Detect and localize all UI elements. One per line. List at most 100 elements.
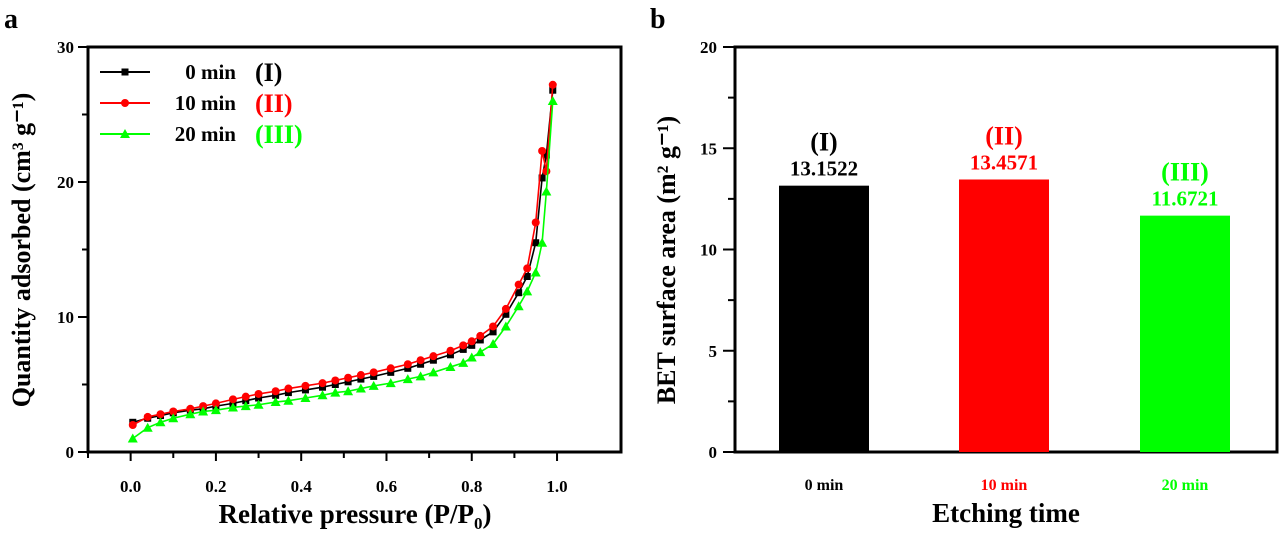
data-point [210,405,221,415]
data-point [459,345,467,353]
data-point [475,347,486,357]
data-point [284,389,292,397]
y-tick-label: 10 [700,241,717,260]
bet-bar-chart: BET surface area (m² g⁻¹) Etching time 0… [652,38,1279,528]
legend-marker [120,129,130,138]
data-point [542,151,550,159]
data-point [240,401,251,411]
y-tick-label: 10 [57,308,74,327]
data-point [532,239,540,247]
legend-tag: (II) [255,89,293,118]
y-tick-label: 0 [709,443,718,462]
data-point [255,394,263,402]
data-point [211,399,220,408]
data-point [523,273,531,280]
legend-tag: (III) [255,120,303,149]
data-point [241,392,250,401]
y-tick-label: 0 [66,443,75,462]
x-tick-label: 0.8 [461,477,482,496]
series-line [132,100,554,440]
data-point [489,328,497,336]
data-point [467,337,476,346]
x-tick-label: 0.4 [291,477,313,496]
x-tick-label: 0.2 [205,477,226,496]
bar-value-label: 11.6721 [1151,187,1218,211]
legend-tag: (I) [255,58,282,87]
data-point [538,174,546,182]
data-point [356,371,365,380]
isotherm-chart: Quantity adsorbed (cm³ g⁻¹) Relative pre… [7,38,623,533]
legend-label: 10 min [175,91,237,115]
data-point [522,286,533,296]
data-point [446,351,454,359]
bar-tag: (III) [1161,158,1209,187]
data-point [386,364,395,373]
data-point [368,380,379,390]
data-point [502,310,510,318]
series-10min [128,80,557,429]
data-point [466,352,477,362]
bar-10min [959,179,1049,453]
data-point [317,390,328,400]
data-point [344,373,353,382]
x-category-label: 10 min [981,477,1028,494]
data-point [369,368,378,377]
data-point [537,237,548,247]
y-axis-title: BET surface area (m² g⁻¹) [652,116,681,404]
data-point [283,395,294,405]
data-point [331,381,339,388]
data-point [523,264,532,273]
data-point [198,406,209,416]
data-point [541,186,552,196]
data-point [514,280,523,289]
data-point [127,433,138,443]
data-point [343,386,354,396]
data-point [271,387,280,396]
y-tick-label: 20 [57,173,74,192]
legend-label: 20 min [175,122,237,146]
data-point [330,387,341,397]
x-axis-title: Relative pressure (P/P0) [219,499,492,533]
data-point [242,397,250,405]
data-point [331,376,340,385]
bar-20min [1140,215,1230,452]
data-point [344,378,352,386]
data-point [547,96,558,105]
data-point [284,384,293,393]
data-point [513,301,524,311]
data-point [186,404,195,413]
data-point [428,367,439,377]
data-point [318,379,327,388]
data-point [199,402,208,411]
x-axis-title: Etching time [932,498,1080,528]
y-axis-title: Quantity adsorbed (cm³ g⁻¹) [7,93,36,408]
data-point [476,336,484,344]
data-point [500,321,511,331]
data-point [445,361,456,371]
data-point [272,391,280,399]
data-point [488,339,499,348]
data-point [319,383,327,391]
data-point [417,360,425,368]
data-point [501,304,510,313]
data-point [468,341,476,349]
x-tick-label: 0.6 [376,477,397,496]
legend-marker [121,99,129,107]
data-point [446,346,455,355]
bar-tag: (II) [985,121,1023,150]
series-20min [127,96,558,443]
x-tick-label: 0.0 [120,477,141,496]
data-point [429,352,438,361]
panel-label-b: b [650,4,666,35]
data-point [416,356,425,365]
data-point [415,371,426,381]
data-point [156,410,165,419]
data-point [142,422,153,432]
bar-value-label: 13.4571 [970,150,1038,174]
data-point [548,80,557,89]
data-point [227,402,238,412]
x-category-label: 20 min [1162,477,1209,494]
x-tick-label: 1.0 [546,477,567,496]
data-point [489,322,498,331]
